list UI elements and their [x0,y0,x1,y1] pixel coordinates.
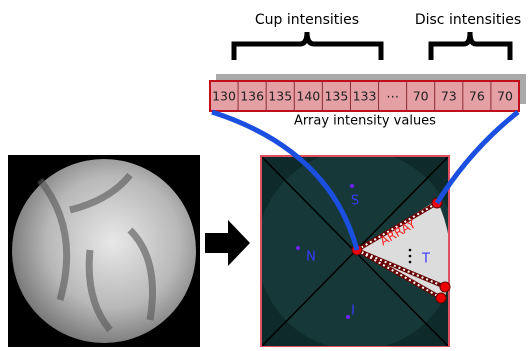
array-cell: 70 [413,89,429,104]
label-i: I [351,304,355,319]
array-bar: 130 136 135 140 135 133 ⋯ 70 73 76 70 [210,81,519,111]
disc-brace [431,32,510,60]
arrow [205,220,250,266]
array-caption: Array intensity values [294,114,436,129]
array-cell: 136 [240,89,264,104]
array-cell: 140 [296,89,320,104]
label-n: N [306,250,316,265]
ray-ellipsis [409,249,412,264]
disc-label: Disc intensities [415,12,521,28]
array-cell: 135 [324,89,348,104]
array-cell: ⋯ [386,89,399,104]
cup-label: Cup intensities [255,12,359,28]
array-cell: 130 [212,89,236,104]
figure: Cup intensities Disc intensities 1301361… [0,0,528,347]
array-cell: 76 [469,89,485,104]
array-cell: 135 [268,89,292,104]
array-cell: 133 [353,89,377,104]
array-cell: 73 [441,89,457,104]
cup-brace [234,32,381,60]
label-t: T [421,252,430,267]
label-s: S [351,194,359,209]
array-cell: 70 [497,89,513,104]
